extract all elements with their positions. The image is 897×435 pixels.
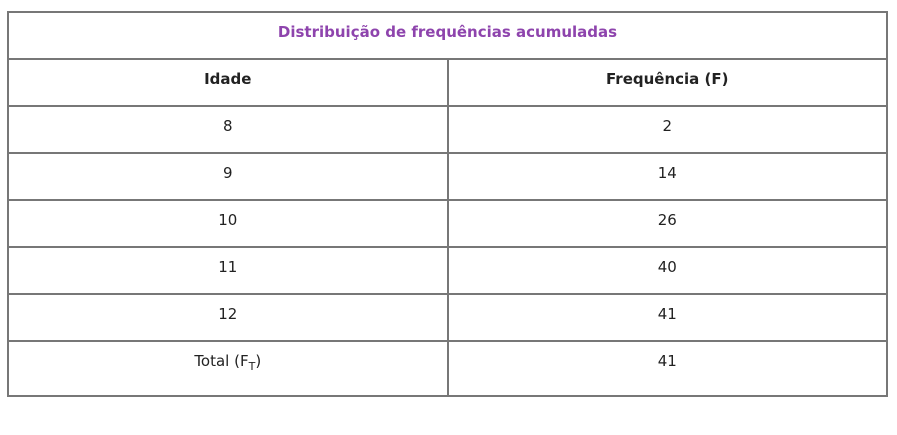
- table-title: Distribuição de frequências acumuladas: [7, 11, 888, 60]
- table-row: 10 26: [7, 199, 888, 248]
- total-label-subscript: T: [248, 360, 256, 373]
- cell-idade: 8: [7, 105, 449, 154]
- total-row: Total (FT) 41: [7, 340, 888, 397]
- column-header-frequencia: Frequência (F): [446, 58, 888, 107]
- cell-idade: 11: [7, 246, 449, 295]
- cell-frequencia: 2: [446, 105, 888, 154]
- total-label-close: ): [255, 352, 262, 370]
- total-label: Total (FT): [7, 340, 449, 397]
- title-row: Distribuição de frequências acumuladas: [7, 11, 888, 60]
- cell-frequencia: 41: [446, 293, 888, 342]
- total-label-text: Total (F: [194, 352, 249, 370]
- cell-frequencia: 40: [446, 246, 888, 295]
- cell-idade: 9: [7, 152, 449, 201]
- cell-idade: 12: [7, 293, 449, 342]
- table-row: 12 41: [7, 293, 888, 342]
- cell-idade: 10: [7, 199, 449, 248]
- table-row: 9 14: [7, 152, 888, 201]
- total-value: 41: [446, 340, 888, 397]
- cell-frequencia: 26: [446, 199, 888, 248]
- table-row: 11 40: [7, 246, 888, 295]
- column-header-idade: Idade: [7, 58, 449, 107]
- cell-frequencia: 14: [446, 152, 888, 201]
- header-row: Idade Frequência (F): [7, 58, 888, 107]
- cumulative-frequency-table: Distribuição de frequências acumuladas I…: [7, 11, 888, 397]
